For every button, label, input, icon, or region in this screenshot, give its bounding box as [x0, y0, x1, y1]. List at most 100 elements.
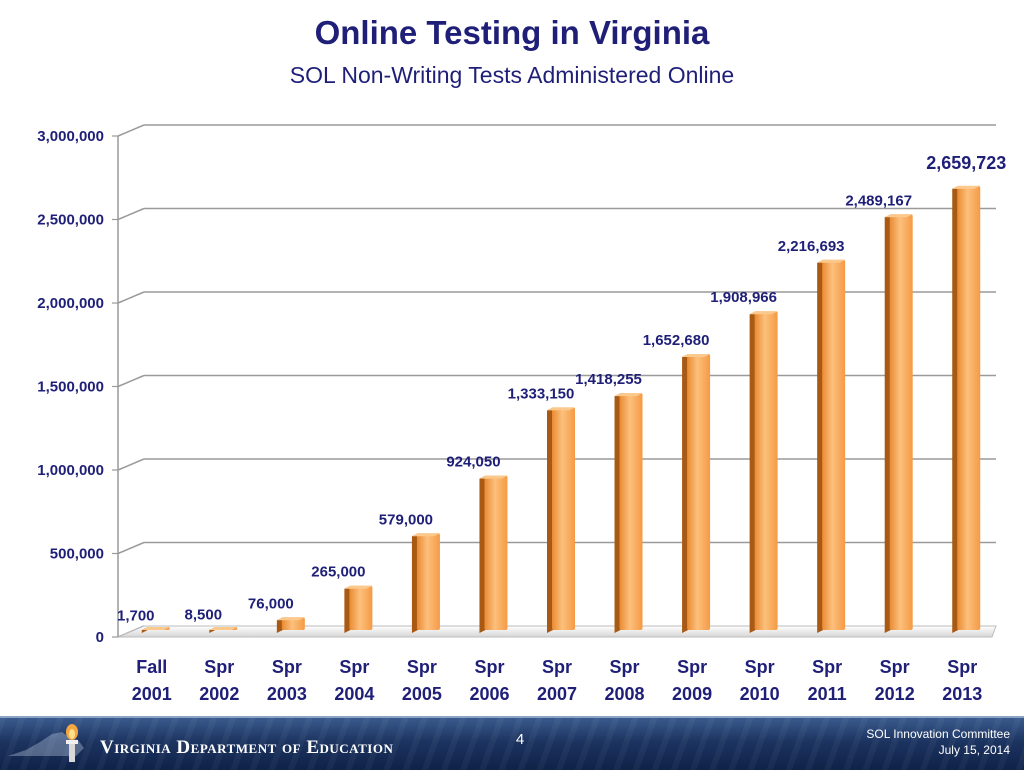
x-tick-label-year: 2005 — [402, 684, 442, 704]
bar-face — [281, 617, 305, 630]
bar — [344, 585, 373, 633]
gridline-perspective — [117, 291, 145, 304]
x-tick-label-year: 2009 — [672, 684, 712, 704]
bar-face — [822, 259, 846, 630]
data-labels: 1,700 8,500 76,000 265,000 579,000 924,050 1,3… — [117, 153, 1006, 625]
gridline-perspective — [117, 458, 145, 471]
bar-side — [884, 214, 891, 633]
bar-side — [952, 185, 959, 633]
bar-top — [952, 185, 981, 189]
organization-name: Virginia Department of Education — [100, 737, 394, 758]
bar-top — [817, 259, 846, 263]
x-tick-label: Spr — [339, 657, 369, 677]
bar-top — [344, 585, 373, 589]
bar — [682, 354, 711, 633]
data-label: 1,700 — [117, 608, 155, 625]
bar-face — [687, 354, 711, 630]
x-tick-label-year: 2007 — [537, 684, 577, 704]
x-tick-label: Spr — [745, 657, 775, 677]
bar — [209, 627, 238, 633]
x-tick-label-year: 2003 — [267, 684, 307, 704]
gridline-perspective — [117, 124, 145, 137]
data-label: 76,000 — [248, 595, 294, 612]
data-label: 579,000 — [379, 511, 433, 528]
x-tick-label: Spr — [880, 657, 910, 677]
bar — [884, 214, 913, 633]
torch-icon — [66, 724, 78, 762]
bar-face — [754, 311, 778, 630]
bar-top — [276, 617, 305, 621]
gridline-perspective — [117, 541, 145, 555]
x-tick-label-year: 2010 — [740, 684, 780, 704]
bar — [141, 627, 170, 633]
bar — [479, 475, 508, 633]
bar — [749, 311, 778, 633]
bar-top — [479, 475, 508, 479]
x-tick-label: Spr — [610, 657, 640, 677]
bar-top — [614, 393, 643, 397]
bar-side — [614, 393, 621, 633]
x-tick-label-year: 2013 — [942, 684, 982, 704]
y-tick-label: 3,000,000 — [37, 128, 104, 145]
bar-side — [682, 354, 689, 633]
data-label: 8,500 — [185, 607, 223, 624]
x-tick-label-year: 2012 — [875, 684, 915, 704]
x-tick-label: Spr — [542, 657, 572, 677]
bar-top — [547, 407, 575, 411]
data-label: 924,050 — [446, 454, 500, 471]
bars — [141, 185, 981, 633]
data-label: 2,489,167 — [845, 192, 912, 209]
x-tick-label: Spr — [407, 657, 437, 677]
x-tick-label: Spr — [204, 657, 234, 677]
x-tick-label-year: 2002 — [199, 684, 239, 704]
bar-side — [547, 407, 553, 633]
bar-face — [619, 393, 643, 630]
slide-subtitle: SOL Non-Writing Tests Administered Onlin… — [289, 62, 735, 88]
bar-top — [209, 627, 238, 630]
bar-face — [957, 185, 981, 630]
bar — [952, 185, 981, 633]
x-tick-label: Spr — [947, 657, 977, 677]
data-label: 1,418,255 — [575, 371, 642, 388]
data-label: 1,333,150 — [508, 385, 575, 402]
y-tick-label: 500,000 — [50, 546, 104, 563]
x-tick-label: Spr — [677, 657, 707, 677]
bar — [614, 393, 643, 633]
data-label: 2,216,693 — [778, 238, 845, 255]
bar-top — [749, 311, 778, 315]
x-tick-label-year: 2001 — [132, 684, 172, 704]
gridline-perspective — [117, 207, 145, 221]
bar-face — [484, 475, 508, 630]
bar — [276, 617, 305, 633]
bar-top — [884, 214, 913, 218]
committee-name: SOL Innovation Committee — [866, 727, 1010, 741]
axis-tick-labels: 0 500,000 1,000,000 1,500,000 2,000,000 2,500… — [37, 128, 982, 704]
bar — [411, 533, 440, 633]
bar-side — [817, 259, 824, 633]
virginia-map-icon — [8, 732, 84, 756]
bar-side — [276, 617, 283, 633]
bar-face — [552, 407, 575, 630]
bar — [817, 259, 846, 633]
bar-side — [344, 585, 351, 633]
bar-face — [416, 533, 440, 630]
bar-face — [349, 585, 373, 630]
y-tick-label: 2,500,000 — [37, 212, 104, 229]
footer-pattern — [0, 718, 1024, 770]
slide-title: Online Testing in Virginia — [314, 14, 710, 51]
y-tick-label: 0 — [96, 629, 104, 646]
data-label: 265,000 — [311, 564, 365, 581]
data-label: 1,652,680 — [643, 332, 710, 349]
y-tick-label: 2,000,000 — [37, 295, 104, 312]
bar-side — [479, 475, 486, 633]
bar-side — [411, 533, 418, 633]
page-number: 4 — [515, 731, 525, 748]
x-tick-label-year: 2004 — [334, 684, 374, 704]
y-tick-label: 1,000,000 — [37, 462, 104, 479]
data-label: 2,659,723 — [926, 153, 1006, 173]
bar-face — [889, 214, 913, 630]
bar-side — [749, 311, 756, 633]
footer-bar — [0, 716, 1024, 770]
presentation-date: July 15, 2014 — [938, 743, 1010, 757]
x-tick-label: Fall — [136, 657, 167, 677]
